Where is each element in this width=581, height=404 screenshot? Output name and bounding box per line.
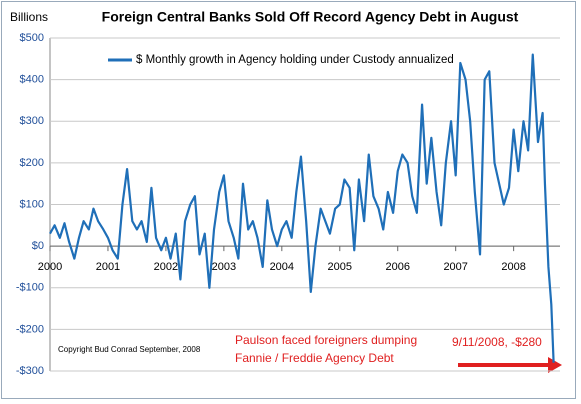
y-tick-label: -$200 — [16, 323, 44, 335]
y-tick-label: $300 — [20, 115, 44, 127]
x-tick-label: 2008 — [501, 261, 525, 273]
frame — [1, 1, 576, 399]
arrow-head — [548, 357, 562, 373]
y-tick-label: -$100 — [16, 282, 44, 294]
x-tick-label: 2002 — [154, 261, 178, 273]
x-tick-label: 2004 — [270, 261, 294, 273]
y-axis-label: Billions — [10, 10, 48, 24]
y-tick-label: -$300 — [16, 365, 44, 377]
x-tick-label: 2005 — [328, 261, 352, 273]
annotation: Copyright Bud Conrad September, 2008 — [58, 345, 201, 354]
x-tick-label: 2007 — [443, 261, 467, 273]
legend-label: $ Monthly growth in Agency holding under… — [136, 54, 454, 66]
data-line — [49, 53, 555, 363]
x-tick-label: 2003 — [212, 261, 236, 273]
x-tick-label: 2006 — [385, 261, 409, 273]
x-tick-label: 2001 — [96, 261, 120, 273]
y-tick-label: $200 — [20, 157, 44, 169]
chart-title: Foreign Central Banks Sold Off Record Ag… — [102, 9, 519, 25]
annotation: Fannie / Freddie Agency Debt — [235, 351, 394, 365]
y-tick-label: $100 — [20, 198, 44, 210]
x-tick-label: 2000 — [38, 261, 62, 273]
y-tick-label: $400 — [20, 74, 44, 86]
annotation: Paulson faced foreigners dumping — [235, 333, 417, 347]
annotation: 9/11/2008, -$280 — [452, 335, 542, 349]
y-tick-label: $0 — [32, 240, 44, 252]
y-tick-label: $500 — [20, 32, 44, 44]
